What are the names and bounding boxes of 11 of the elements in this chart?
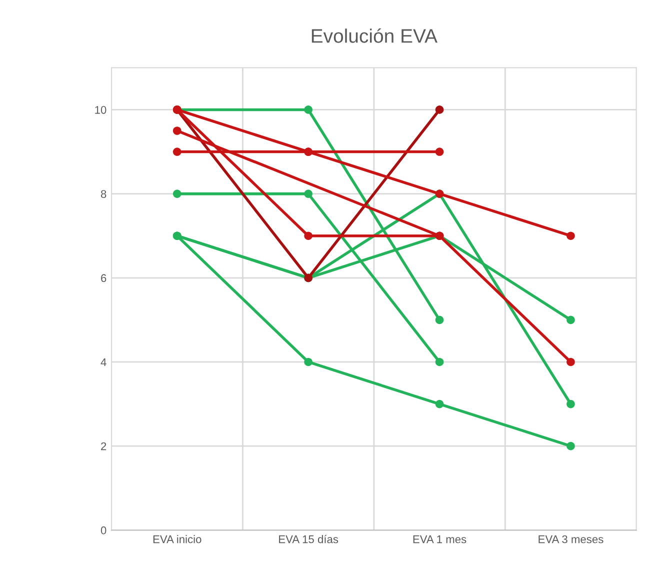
chart-title: Evolución EVA xyxy=(312,28,438,43)
x-tick-label: EVA 15 días xyxy=(279,534,338,544)
x-tick-label: EVA inicio xyxy=(153,535,202,544)
y-tick-label: 10 xyxy=(95,106,106,114)
y-tick-label: 8 xyxy=(100,190,106,198)
y-tick-label: 4 xyxy=(100,358,106,366)
y-tick-label: 0 xyxy=(100,526,106,534)
x-tick-label: EVA 1 mes xyxy=(413,535,466,544)
y-tick-label: 2 xyxy=(101,442,106,450)
y-tick-label: 6 xyxy=(101,274,106,282)
x-tick-label: EVA 3 meses xyxy=(538,535,604,544)
